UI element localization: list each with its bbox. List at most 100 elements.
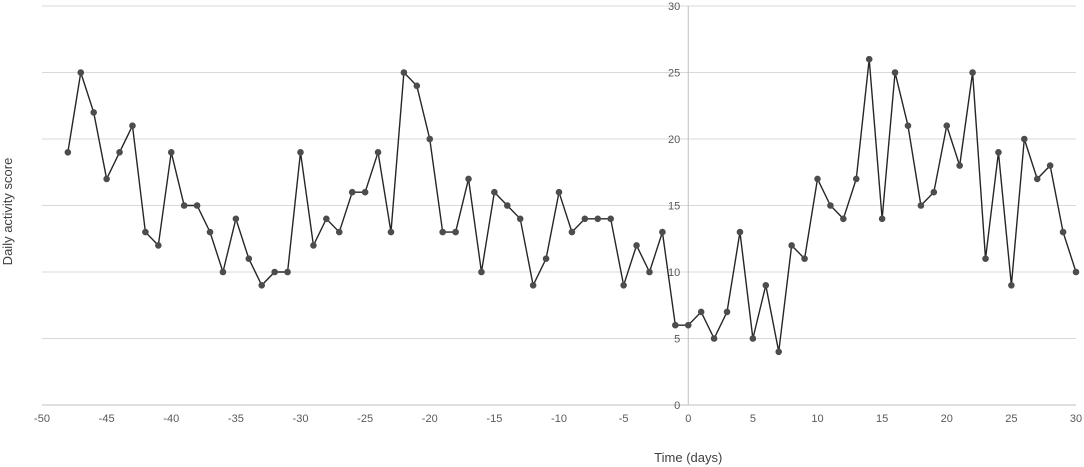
x-tick-label: -35: [228, 413, 244, 425]
x-tick-label: 10: [811, 413, 823, 425]
x-tick-label: -10: [551, 413, 567, 425]
data-point: [865, 55, 873, 63]
x-tick-label: -5: [619, 413, 629, 425]
data-point: [323, 215, 330, 223]
data-point: [142, 228, 149, 236]
data-points: [64, 55, 1080, 356]
data-point: [852, 175, 860, 183]
y-tick-label: 25: [668, 68, 680, 80]
data-point: [361, 188, 369, 196]
data-point: [801, 255, 808, 263]
x-tick-label: -20: [422, 413, 438, 425]
x-tick-label: 25: [1005, 413, 1017, 425]
data-point: [775, 348, 783, 356]
x-tick-label: -25: [357, 413, 373, 425]
data-point: [581, 215, 589, 223]
data-point: [878, 215, 886, 223]
data-point: [723, 308, 731, 316]
y-tick-label: 20: [668, 134, 680, 146]
data-point: [258, 282, 266, 289]
data-point: [232, 215, 240, 223]
data-point: [930, 188, 938, 196]
data-point: [982, 255, 989, 263]
data-point: [542, 255, 550, 263]
data-point: [155, 242, 162, 249]
data-point: [840, 215, 847, 223]
data-point: [103, 175, 110, 183]
data-point: [659, 228, 666, 236]
x-axis-title: Time (days): [654, 450, 722, 465]
data-point: [620, 282, 627, 289]
x-tick-label: 20: [941, 413, 953, 425]
data-point: [310, 242, 317, 249]
data-point: [245, 255, 253, 263]
data-point: [633, 242, 640, 249]
data-point: [1059, 228, 1067, 236]
data-point: [193, 202, 201, 209]
gridlines: [42, 5, 1076, 339]
data-point: [646, 268, 653, 276]
data-point: [116, 149, 123, 156]
data-point: [1033, 175, 1041, 183]
data-point: [284, 268, 291, 276]
data-point: [167, 149, 175, 156]
axes: [42, 6, 1076, 406]
data-point: [814, 175, 821, 183]
y-tick-label: 5: [674, 334, 680, 346]
x-tick-label: -40: [163, 413, 179, 425]
x-tick-label: 0: [685, 413, 691, 425]
data-point: [1046, 162, 1054, 169]
y-tick-label: 15: [668, 201, 680, 213]
y-axis-title: Daily activity score: [0, 158, 15, 266]
data-point: [335, 228, 343, 236]
data-point: [387, 228, 395, 236]
data-point: [439, 228, 446, 236]
y-tick-label: 10: [668, 267, 680, 279]
data-point: [374, 149, 382, 156]
data-point: [206, 228, 214, 236]
data-point: [827, 202, 834, 209]
data-point: [64, 149, 72, 156]
data-point: [672, 321, 679, 329]
data-point: [77, 69, 85, 76]
x-tick-label: -30: [293, 413, 309, 425]
y-tick-label: 0: [674, 400, 680, 412]
x-tick-label: 30: [1070, 413, 1082, 425]
data-point: [917, 202, 925, 209]
x-tick-labels: -50 -45 -40 -35 -30 -25 -20 -15 -10 -5 0 5 10 15 20 25 3…: [34, 413, 1082, 425]
data-point: [180, 202, 188, 209]
data-point: [891, 69, 899, 76]
data-point: [568, 228, 576, 236]
data-point: [348, 188, 356, 196]
data-point: [478, 268, 485, 276]
y-tick-label: 30: [668, 1, 680, 13]
data-point: [452, 228, 459, 236]
data-point: [607, 215, 615, 223]
data-point: [90, 109, 97, 116]
data-point: [504, 202, 511, 209]
x-tick-label: -45: [99, 413, 115, 425]
data-point: [297, 149, 304, 156]
x-tick-label: -15: [486, 413, 502, 425]
data-point: [697, 308, 705, 316]
data-point: [129, 122, 136, 129]
data-point: [400, 69, 408, 76]
x-tick-label: 5: [750, 413, 756, 425]
data-point: [1008, 282, 1015, 289]
data-point: [491, 188, 498, 196]
data-point: [465, 175, 472, 183]
data-point: [904, 122, 912, 129]
x-tick-label: 15: [876, 413, 888, 425]
data-point: [736, 228, 744, 236]
data-point: [1072, 268, 1080, 276]
data-point: [1021, 135, 1028, 143]
data-point: [969, 69, 976, 76]
data-point: [516, 215, 524, 223]
data-point: [788, 242, 795, 249]
data-point: [219, 268, 227, 276]
data-point: [271, 268, 278, 276]
data-point: [749, 335, 757, 342]
data-point: [555, 188, 563, 196]
